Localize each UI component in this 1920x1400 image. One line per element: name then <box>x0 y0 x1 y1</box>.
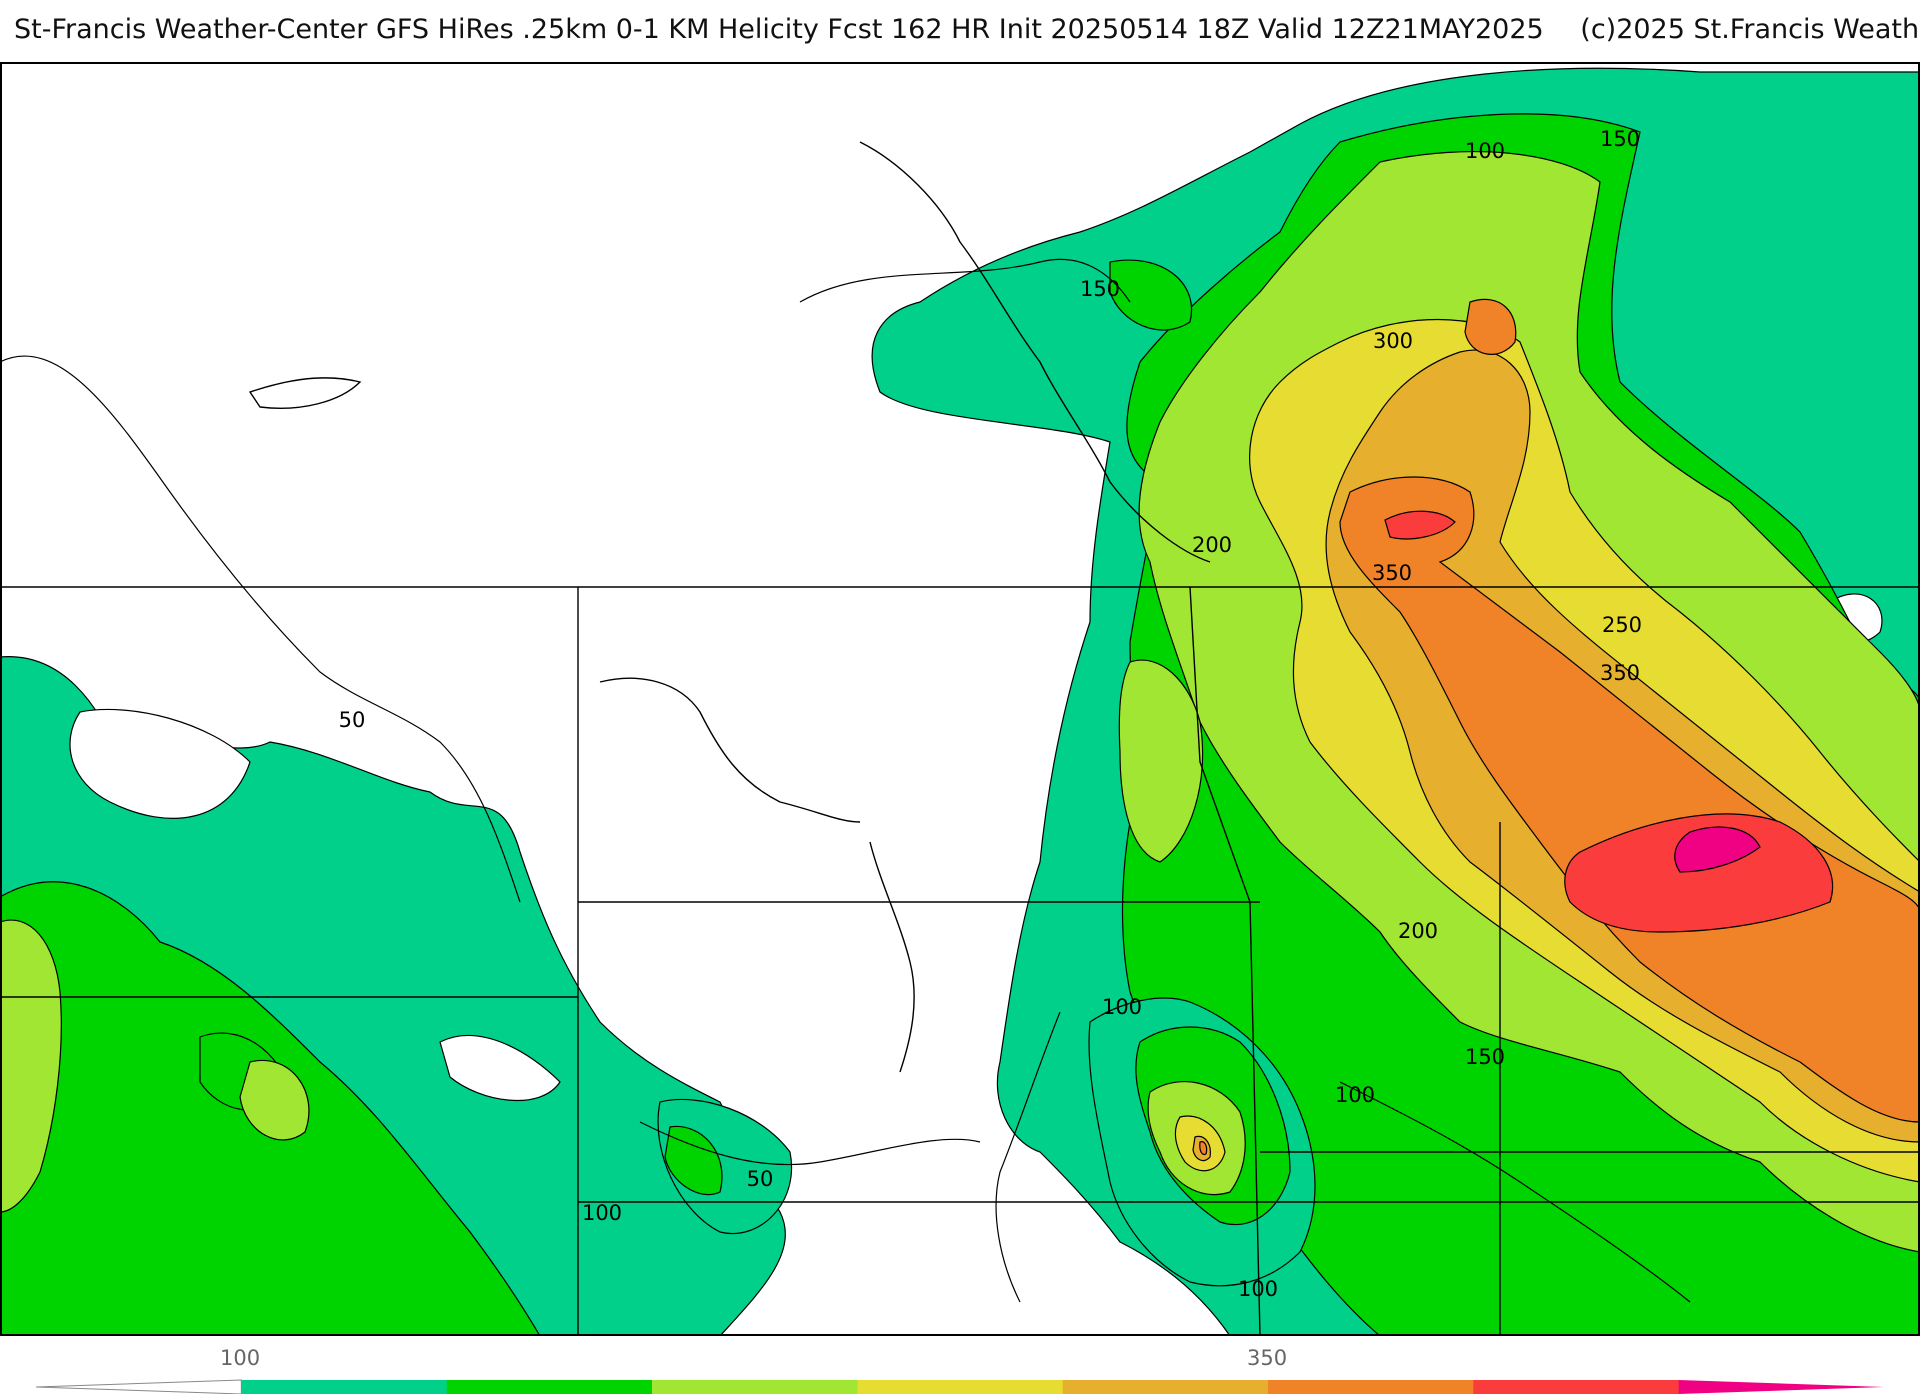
contour-lines <box>0 258 1691 1303</box>
east-400-contour <box>1674 826 1761 873</box>
color-legend-bar <box>35 1379 1884 1394</box>
contour-label-150-top: 150 <box>1600 127 1640 151</box>
contour-label-350-north: 350 <box>1372 561 1412 585</box>
legend-swatch <box>652 1380 858 1394</box>
east-300-contour <box>1339 476 1920 1123</box>
helicity-map: 100 150 150 300 200 350 250 350 50 200 1… <box>0 62 1920 1336</box>
map-copyright: (c)2025 St.Francis Weather <box>1580 14 1920 45</box>
east-350-contour <box>1564 813 1834 933</box>
west-50-hole-1 <box>69 708 251 819</box>
contour-label-350-east: 350 <box>1600 661 1640 685</box>
south-central-region <box>657 1098 793 1235</box>
map-boundaries <box>0 141 1920 1336</box>
contour-label-100-top: 100 <box>1465 139 1505 163</box>
contour-line-50-south <box>639 1121 981 1166</box>
contour-label-200-north: 200 <box>1192 533 1232 557</box>
north-350-contour <box>1384 510 1456 540</box>
contour-label-150-east: 150 <box>1465 1045 1505 1069</box>
legend-swatch <box>1678 1380 1884 1394</box>
map-title: St-Francis Weather-Center GFS HiRes .25k… <box>0 14 1920 45</box>
contour-line-50-west <box>0 355 521 903</box>
legend-swatch <box>241 1380 448 1394</box>
contour-label-250: 250 <box>1602 613 1642 637</box>
coastline-north <box>859 141 1211 563</box>
lake-outline-2 <box>248 377 362 409</box>
central-150-contour <box>1118 659 1204 863</box>
map-frame <box>0 62 1920 1336</box>
legend-swatch <box>35 1379 242 1394</box>
contour-line-100-central <box>995 1011 1061 1303</box>
contour-label-100-east: 100 <box>1335 1083 1375 1107</box>
north-300-contour <box>1464 298 1517 355</box>
east-100-contour-2 <box>1109 259 1193 331</box>
central-south-region <box>1088 997 1316 1287</box>
west-50-hole-2 <box>439 1034 561 1102</box>
legend-tick-high: 350 <box>1247 1346 1288 1370</box>
river-outline <box>869 841 915 1073</box>
map-title-main: St-Francis Weather-Center GFS HiRes .25k… <box>14 14 1544 45</box>
legend-tick-low: 100 <box>220 1346 261 1370</box>
sc-100-contour <box>664 1125 723 1196</box>
legend-swatch <box>1268 1380 1474 1394</box>
west-150-contour-2 <box>239 1059 310 1141</box>
contour-line-50-central <box>799 258 1131 303</box>
contour-label-50-south: 50 <box>747 1167 774 1191</box>
contour-value-labels: 100 150 150 300 200 350 250 350 50 200 1… <box>339 127 1642 1301</box>
legend-swatches <box>35 1379 1884 1394</box>
legend-swatch <box>857 1380 1064 1394</box>
cs-300-contour <box>1199 1141 1208 1156</box>
contour-label-300: 300 <box>1373 329 1413 353</box>
contour-label-100-south: 100 <box>1238 1277 1278 1301</box>
legend-swatch <box>1062 1380 1269 1394</box>
state-boundary-v2 <box>1189 586 1261 1336</box>
contour-label-50-west: 50 <box>339 708 366 732</box>
legend-swatch <box>1473 1380 1680 1394</box>
legend-swatch <box>446 1380 653 1394</box>
contour-label-150-left: 150 <box>1080 277 1120 301</box>
contour-label-100-southwest: 100 <box>582 1201 622 1225</box>
contour-label-100-central: 100 <box>1102 995 1142 1019</box>
contour-line-100-east <box>1339 1081 1691 1303</box>
lake-outline-1 <box>599 677 861 823</box>
contour-label-200-central: 200 <box>1398 919 1438 943</box>
west-150-contour <box>0 919 62 1213</box>
